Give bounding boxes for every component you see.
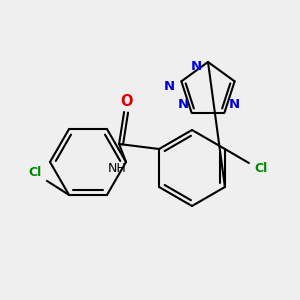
- Text: N: N: [178, 98, 189, 111]
- Text: O: O: [120, 94, 132, 110]
- Text: N: N: [229, 98, 240, 111]
- Text: N: N: [190, 61, 202, 74]
- Text: N: N: [164, 80, 175, 93]
- Text: Cl: Cl: [254, 163, 268, 176]
- Text: NH: NH: [108, 163, 127, 176]
- Text: Cl: Cl: [28, 167, 42, 179]
